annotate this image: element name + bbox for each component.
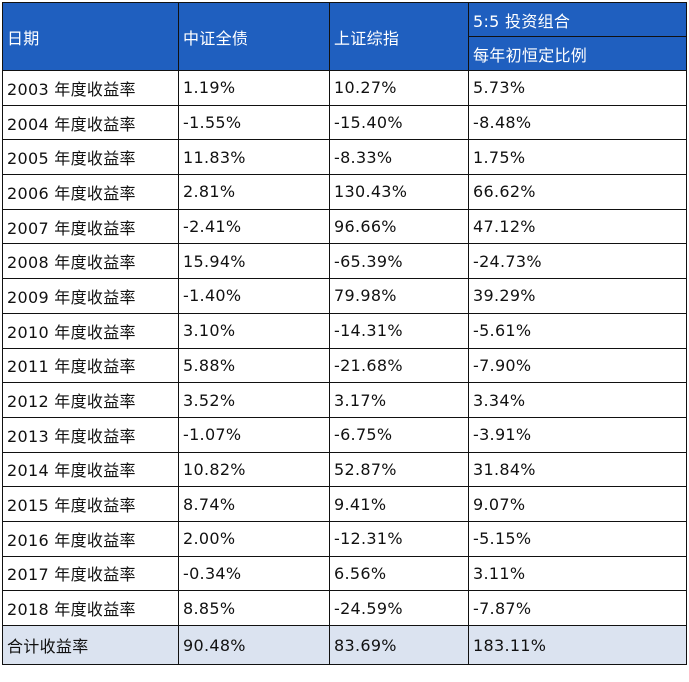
portfolio-return-cell: 31.84% xyxy=(468,451,687,488)
row-label: 2015 年度收益率 xyxy=(2,486,179,522)
portfolio-return-cell: 47.12% xyxy=(468,208,687,245)
sse-return-cell: 3.17% xyxy=(329,382,469,418)
bond-return-cell: 11.83% xyxy=(178,139,330,176)
sse-return-cell: -24.59% xyxy=(329,590,469,626)
row-label: 2017 年度收益率 xyxy=(2,555,179,592)
row-label: 2016 年度收益率 xyxy=(2,520,179,557)
row-label: 2018 年度收益率 xyxy=(2,590,179,626)
header-date: 日期 xyxy=(2,2,179,71)
table-row: 2016 年度收益率 2.00% -12.31% -5.15% xyxy=(2,520,687,557)
bond-return-cell: -0.34% xyxy=(178,555,330,592)
sse-return-cell: -6.75% xyxy=(329,416,469,453)
portfolio-return-cell: 1.75% xyxy=(468,139,687,176)
portfolio-return-cell: -24.73% xyxy=(468,243,687,280)
row-label: 2009 年度收益率 xyxy=(2,278,179,314)
table-row: 2005 年度收益率 11.83% -8.33% 1.75% xyxy=(2,139,687,176)
bond-return-cell: 15.94% xyxy=(178,243,330,280)
total-portfolio-cell: 183.11% xyxy=(468,625,687,665)
bond-return-cell: 5.88% xyxy=(178,347,330,384)
header-portfolio-sub: 每年初恒定比例 xyxy=(468,36,687,71)
bond-return-cell: -1.07% xyxy=(178,416,330,453)
table-row: 2012 年度收益率 3.52% 3.17% 3.34% xyxy=(2,382,687,418)
bond-return-cell: -2.41% xyxy=(178,208,330,245)
table-row: 2013 年度收益率 -1.07% -6.75% -3.91% xyxy=(2,416,687,453)
row-label: 2012 年度收益率 xyxy=(2,382,179,418)
portfolio-return-cell: 3.11% xyxy=(468,555,687,592)
table-row: 2009 年度收益率 -1.40% 79.98% 39.29% xyxy=(2,278,687,314)
table-row: 2011 年度收益率 5.88% -21.68% -7.90% xyxy=(2,347,687,384)
bond-return-cell: -1.40% xyxy=(178,278,330,314)
bond-return-cell: 8.74% xyxy=(178,486,330,522)
bond-return-cell: 2.81% xyxy=(178,174,330,210)
table-row: 2003 年度收益率 1.19% 10.27% 5.73% xyxy=(2,70,687,106)
total-label: 合计收益率 xyxy=(2,625,179,665)
sse-return-cell: 10.27% xyxy=(329,70,469,106)
header-bond-index: 中证全债 xyxy=(178,2,330,71)
bond-return-cell: -1.55% xyxy=(178,104,330,141)
table-row: 2008 年度收益率 15.94% -65.39% -24.73% xyxy=(2,243,687,280)
sse-return-cell: -14.31% xyxy=(329,312,469,349)
row-label: 2011 年度收益率 xyxy=(2,347,179,384)
table-row: 2004 年度收益率 -1.55% -15.40% -8.48% xyxy=(2,104,687,141)
sse-return-cell: 52.87% xyxy=(329,451,469,488)
bond-return-cell: 10.82% xyxy=(178,451,330,488)
portfolio-return-cell: -5.61% xyxy=(468,312,687,349)
portfolio-return-cell: 9.07% xyxy=(468,486,687,522)
portfolio-return-cell: 66.62% xyxy=(468,174,687,210)
sse-return-cell: -65.39% xyxy=(329,243,469,280)
row-label: 2005 年度收益率 xyxy=(2,139,179,176)
row-label: 2010 年度收益率 xyxy=(2,312,179,349)
table-row: 2006 年度收益率 2.81% 130.43% 66.62% xyxy=(2,174,687,210)
sse-return-cell: -21.68% xyxy=(329,347,469,384)
sse-return-cell: -15.40% xyxy=(329,104,469,141)
sse-return-cell: 6.56% xyxy=(329,555,469,592)
row-label: 2006 年度收益率 xyxy=(2,174,179,210)
portfolio-return-cell: -8.48% xyxy=(468,104,687,141)
header-row: 日期 中证全债 上证综指 5:5 投资组合 xyxy=(2,2,687,71)
sse-return-cell: 96.66% xyxy=(329,208,469,245)
total-sse-cell: 83.69% xyxy=(329,625,469,665)
bond-return-cell: 3.52% xyxy=(178,382,330,418)
table-row: 2017 年度收益率 -0.34% 6.56% 3.11% xyxy=(2,555,687,592)
bond-return-cell: 1.19% xyxy=(178,70,330,106)
row-label: 2003 年度收益率 xyxy=(2,70,179,106)
table-row: 2010 年度收益率 3.10% -14.31% -5.61% xyxy=(2,312,687,349)
portfolio-return-cell: -7.87% xyxy=(468,590,687,626)
bond-return-cell: 8.85% xyxy=(178,590,330,626)
sse-return-cell: 79.98% xyxy=(329,278,469,314)
portfolio-return-cell: -7.90% xyxy=(468,347,687,384)
bond-return-cell: 3.10% xyxy=(178,312,330,349)
row-label: 2007 年度收益率 xyxy=(2,208,179,245)
portfolio-return-cell: 3.34% xyxy=(468,382,687,418)
row-label: 2004 年度收益率 xyxy=(2,104,179,141)
header-portfolio: 5:5 投资组合 xyxy=(468,2,687,37)
portfolio-return-cell: 5.73% xyxy=(468,70,687,106)
sse-return-cell: 130.43% xyxy=(329,174,469,210)
table-row: 2015 年度收益率 8.74% 9.41% 9.07% xyxy=(2,486,687,522)
returns-table: 日期 中证全债 上证综指 5:5 投资组合 每年初恒定比例 2003 年度收益率… xyxy=(2,2,687,665)
sse-return-cell: -12.31% xyxy=(329,520,469,557)
sse-return-cell: -8.33% xyxy=(329,139,469,176)
bond-return-cell: 2.00% xyxy=(178,520,330,557)
sse-return-cell: 9.41% xyxy=(329,486,469,522)
header-subrow: 每年初恒定比例 xyxy=(3,36,687,71)
table-row: 2018 年度收益率 8.85% -24.59% -7.87% xyxy=(2,590,687,626)
row-label: 2008 年度收益率 xyxy=(2,243,179,280)
portfolio-return-cell: 39.29% xyxy=(468,278,687,314)
portfolio-return-cell: -5.15% xyxy=(468,520,687,557)
table-row: 2007 年度收益率 -2.41% 96.66% 47.12% xyxy=(2,208,687,245)
table-row: 2014 年度收益率 10.82% 52.87% 31.84% xyxy=(2,451,687,488)
row-label: 2013 年度收益率 xyxy=(2,416,179,453)
header-sse-index: 上证综指 xyxy=(329,2,469,71)
total-row: 合计收益率 90.48% 83.69% 183.11% xyxy=(2,625,687,665)
portfolio-return-cell: -3.91% xyxy=(468,416,687,453)
row-label: 2014 年度收益率 xyxy=(2,451,179,488)
total-bond-cell: 90.48% xyxy=(178,625,330,665)
